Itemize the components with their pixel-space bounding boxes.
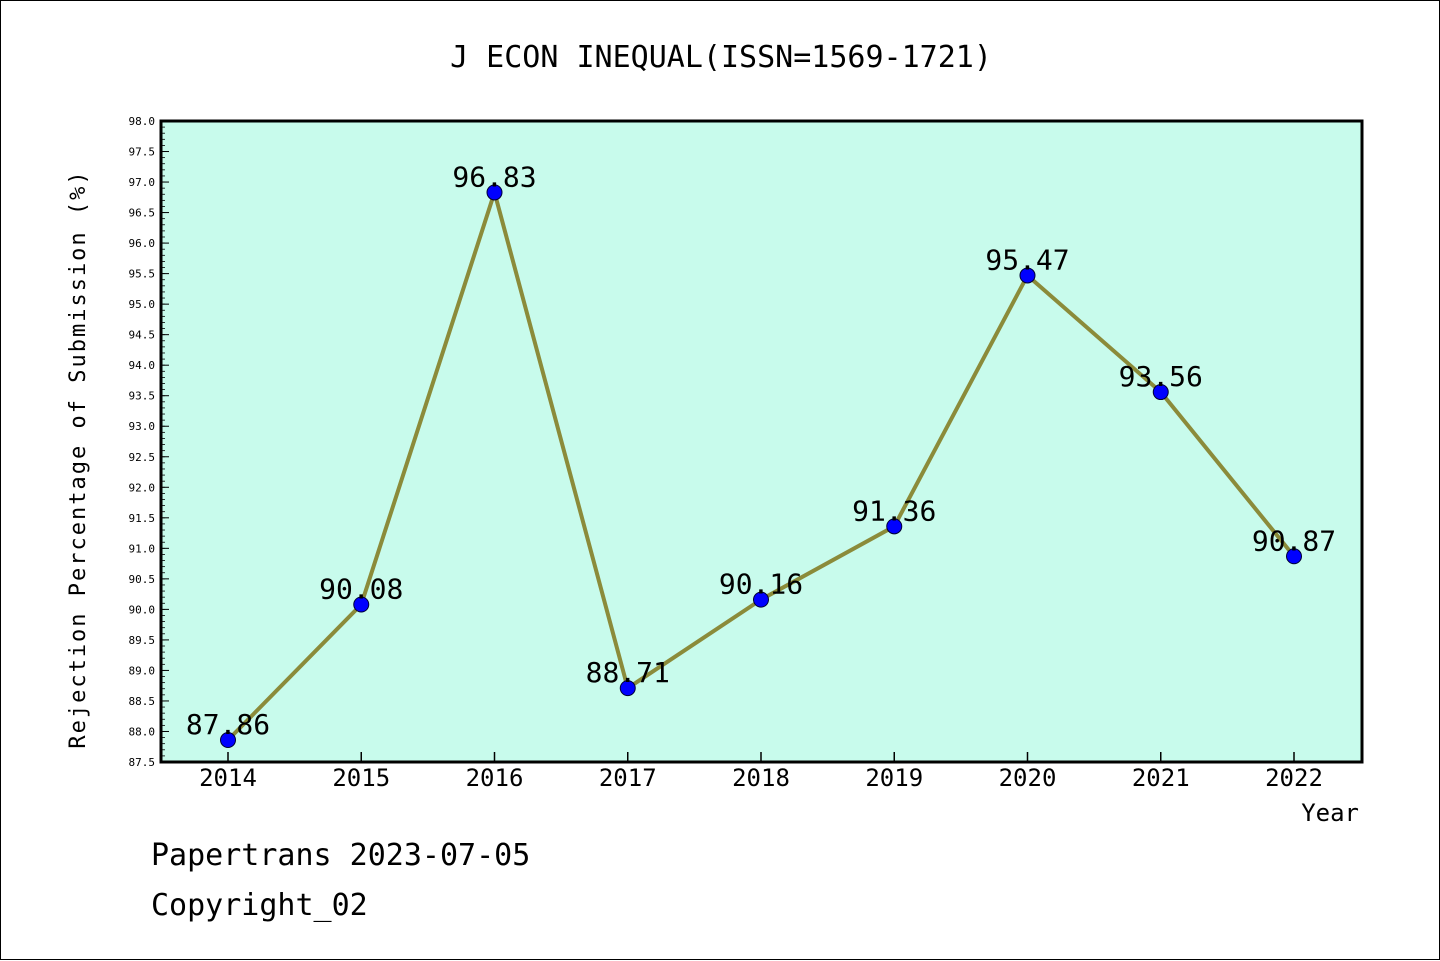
y-axis-label: Rejection Percentage of Submission (%) — [66, 169, 91, 748]
y-tick-label: 95.5 — [129, 268, 156, 281]
y-tick-label: 89.0 — [129, 664, 156, 677]
y-tick-label: 89.5 — [129, 634, 156, 647]
x-tick-label: 2022 — [1265, 764, 1323, 792]
y-tick-label: 93.5 — [129, 390, 156, 403]
y-tick-label: 92.5 — [129, 451, 156, 464]
y-tick-label: 91.5 — [129, 512, 156, 525]
y-tick-label: 93.0 — [129, 420, 156, 433]
data-point — [220, 732, 236, 749]
data-point — [753, 591, 769, 608]
y-tick-label: 96.5 — [129, 207, 156, 220]
data-label: 90.87 — [1252, 524, 1336, 557]
x-tick-label: 2014 — [199, 764, 257, 792]
y-tick-label: 90.5 — [129, 573, 156, 586]
data-label: 93.56 — [1119, 360, 1203, 393]
x-tick-label: 2017 — [599, 764, 657, 792]
data-label: 95.47 — [985, 243, 1069, 276]
x-tick-label: 2015 — [332, 764, 390, 792]
data-label: 90.08 — [319, 572, 403, 605]
data-labels: 87.86 90.08 96.83 88.71 90.16 91.36 95.47 93.56… — [186, 160, 1336, 741]
x-tick-label: 2018 — [732, 764, 790, 792]
y-tick-label: 94.0 — [129, 359, 156, 372]
y-tick-label: 88.5 — [129, 695, 156, 708]
data-label: 91.36 — [852, 494, 936, 527]
y-tick-label: 95.0 — [129, 298, 156, 311]
y-tick-label: 97.5 — [129, 146, 156, 159]
data-point — [619, 680, 636, 697]
y-tick-label: 97.0 — [129, 176, 156, 189]
data-point — [1019, 267, 1036, 284]
x-tick-label: 2016 — [466, 764, 524, 792]
y-tick-label: 94.5 — [129, 329, 156, 342]
y-axis: 87.5 88.0 88.5 89.0 89.5 90.0 90.5 91.0 91.5 92.0… — [129, 115, 169, 769]
footer-copyright: Copyright_02 — [151, 888, 368, 923]
y-tick-label: 90.0 — [129, 603, 156, 616]
x-tick-label: 2020 — [999, 764, 1057, 792]
y-tick-label: 96.0 — [129, 237, 156, 250]
data-label: 90.16 — [719, 568, 803, 601]
data-label: 88.71 — [586, 656, 670, 689]
y-tick-label: 98.0 — [129, 115, 156, 128]
data-point — [1286, 548, 1302, 565]
x-axis-label: Year — [1301, 799, 1359, 827]
footer-date: Papertrans 2023-07-05 — [151, 838, 530, 873]
y-tick-label: 91.0 — [129, 542, 156, 555]
x-tick-label: 2021 — [1132, 764, 1190, 792]
x-axis: 2014 2015 2016 2017 2018 2019 2020 2021 2022 — [199, 752, 1323, 792]
data-point — [886, 518, 903, 535]
data-point — [486, 184, 503, 201]
data-point — [1152, 384, 1169, 401]
y-tick-label: 87.5 — [129, 756, 156, 769]
data-label: 87.86 — [186, 708, 270, 741]
series-rejection — [220, 184, 1302, 749]
chart-title: J ECON INEQUAL(ISSN=1569-1721) — [450, 40, 992, 75]
data-point — [353, 596, 370, 613]
x-tick-label: 2019 — [865, 764, 923, 792]
data-label: 96.83 — [452, 160, 536, 193]
y-tick-label: 88.0 — [129, 725, 156, 738]
y-tick-label: 92.0 — [129, 481, 156, 494]
plot-area — [159, 119, 1364, 764]
